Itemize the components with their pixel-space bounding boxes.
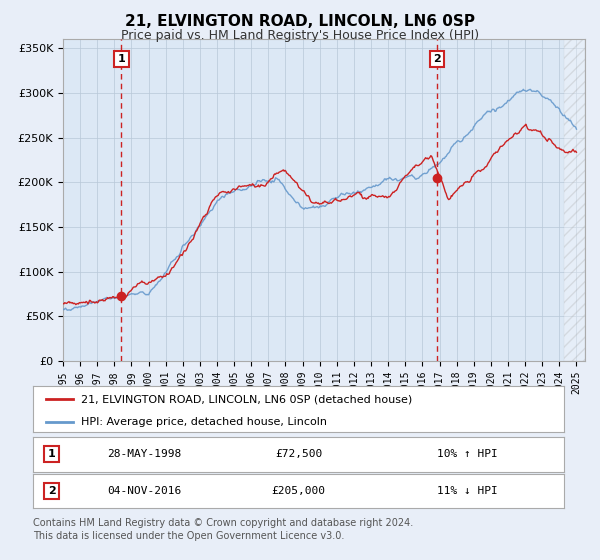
Text: 2: 2 xyxy=(48,486,55,496)
Text: HPI: Average price, detached house, Lincoln: HPI: Average price, detached house, Linc… xyxy=(81,417,327,427)
Text: 1: 1 xyxy=(48,449,55,459)
Text: 04-NOV-2016: 04-NOV-2016 xyxy=(107,486,182,496)
Text: 28-MAY-1998: 28-MAY-1998 xyxy=(107,449,182,459)
Text: 21, ELVINGTON ROAD, LINCOLN, LN6 0SP: 21, ELVINGTON ROAD, LINCOLN, LN6 0SP xyxy=(125,14,475,29)
Text: 2: 2 xyxy=(433,54,440,64)
Text: Contains HM Land Registry data © Crown copyright and database right 2024.
This d: Contains HM Land Registry data © Crown c… xyxy=(33,518,413,541)
Text: Price paid vs. HM Land Registry's House Price Index (HPI): Price paid vs. HM Land Registry's House … xyxy=(121,29,479,42)
Text: £205,000: £205,000 xyxy=(271,486,325,496)
Text: 10% ↑ HPI: 10% ↑ HPI xyxy=(437,449,497,459)
Text: 11% ↓ HPI: 11% ↓ HPI xyxy=(437,486,497,496)
Text: 1: 1 xyxy=(118,54,125,64)
Text: £72,500: £72,500 xyxy=(275,449,322,459)
Text: 21, ELVINGTON ROAD, LINCOLN, LN6 0SP (detached house): 21, ELVINGTON ROAD, LINCOLN, LN6 0SP (de… xyxy=(81,394,412,404)
